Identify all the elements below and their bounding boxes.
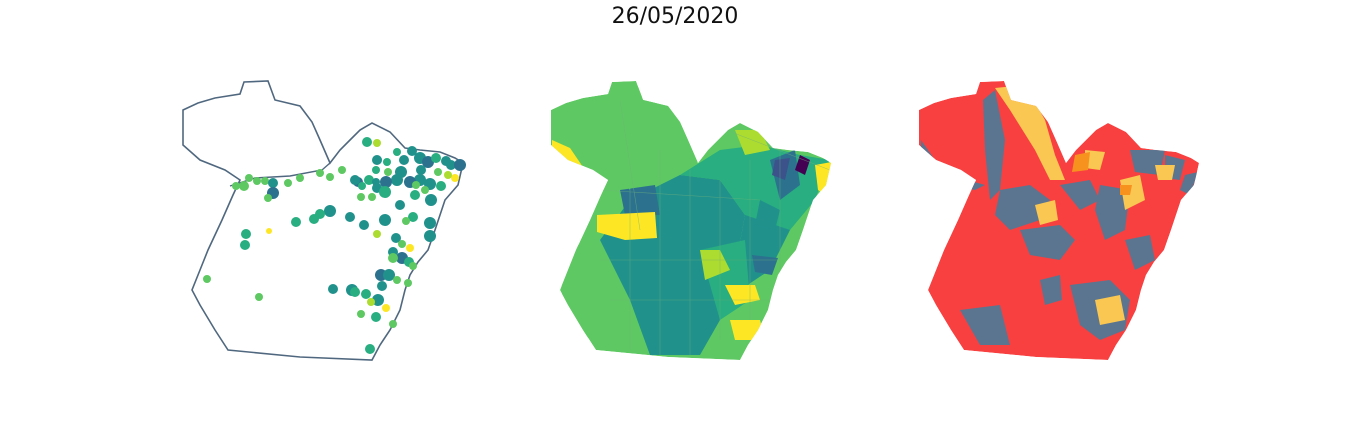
municipality-point bbox=[253, 177, 261, 185]
municipality-point bbox=[309, 214, 319, 224]
municipality-point bbox=[408, 212, 418, 222]
municipality-point bbox=[365, 344, 375, 354]
municipality-points bbox=[203, 137, 466, 354]
municipality-point bbox=[416, 165, 426, 175]
municipality-point bbox=[404, 279, 412, 287]
municipality-point bbox=[383, 158, 391, 166]
municipality-point bbox=[326, 173, 334, 181]
municipality-point bbox=[240, 240, 250, 250]
municipality-point bbox=[389, 320, 397, 328]
municipality-point bbox=[422, 156, 434, 168]
region-fills bbox=[552, 85, 831, 355]
municipality-point bbox=[368, 193, 376, 201]
municipality-point bbox=[373, 230, 381, 238]
municipality-point bbox=[402, 217, 410, 225]
municipality-point bbox=[362, 137, 372, 147]
municipality-point bbox=[395, 200, 405, 210]
municipality-point bbox=[350, 287, 360, 297]
municipality-point bbox=[409, 262, 417, 270]
municipality-point bbox=[451, 174, 459, 182]
municipality-point bbox=[406, 244, 414, 252]
municipality-point bbox=[398, 240, 406, 248]
figure-title: 26/05/2020 bbox=[611, 4, 739, 29]
municipality-point bbox=[284, 179, 292, 187]
municipality-point bbox=[268, 178, 278, 188]
municipality-point bbox=[446, 160, 456, 170]
municipality-point bbox=[359, 220, 369, 230]
municipality-point bbox=[383, 269, 395, 281]
municipality-point bbox=[384, 168, 392, 176]
municipality-point bbox=[203, 275, 211, 283]
categorical-choropleth-panel bbox=[919, 81, 1199, 360]
state-outline bbox=[182, 80, 464, 361]
municipality-point bbox=[391, 174, 403, 186]
municipality-point bbox=[239, 181, 249, 191]
municipality-point bbox=[425, 194, 437, 206]
municipality-point bbox=[373, 139, 381, 147]
municipality-point bbox=[266, 228, 272, 234]
municipality-point bbox=[372, 294, 384, 306]
municipality-point bbox=[261, 177, 269, 185]
municipality-point bbox=[357, 193, 365, 201]
municipality-point bbox=[358, 182, 366, 190]
municipality-point bbox=[444, 171, 452, 179]
municipality-point bbox=[367, 298, 375, 306]
municipality-point bbox=[296, 174, 304, 182]
municipality-point bbox=[255, 293, 263, 301]
municipality-point bbox=[412, 181, 420, 189]
municipality-point bbox=[316, 169, 324, 177]
municipality-point bbox=[357, 310, 365, 318]
municipality-point bbox=[454, 159, 466, 171]
municipality-point bbox=[350, 175, 360, 185]
municipality-point bbox=[431, 153, 441, 163]
municipality-point bbox=[388, 253, 398, 263]
municipality-point bbox=[338, 166, 346, 174]
municipality-point bbox=[372, 155, 382, 165]
municipality-point bbox=[377, 281, 387, 291]
municipality-point bbox=[391, 233, 401, 243]
viridis-choropleth-panel bbox=[551, 81, 831, 360]
municipality-point bbox=[345, 212, 355, 222]
municipality-point bbox=[407, 146, 417, 156]
municipality-point bbox=[393, 276, 401, 284]
municipality-point bbox=[434, 168, 442, 176]
municipality-point bbox=[424, 217, 436, 229]
municipality-point bbox=[380, 176, 392, 188]
points-map-panel bbox=[182, 80, 466, 361]
municipality-point bbox=[232, 182, 240, 190]
municipality-point bbox=[424, 230, 436, 242]
municipality-point bbox=[241, 229, 251, 239]
municipality-point bbox=[399, 155, 409, 165]
region-fills bbox=[921, 85, 1198, 345]
municipality-point bbox=[421, 186, 429, 194]
municipality-point bbox=[393, 148, 401, 156]
municipality-point bbox=[324, 205, 336, 217]
region-borders bbox=[599, 99, 831, 355]
municipality-point bbox=[245, 174, 253, 182]
municipality-point bbox=[379, 186, 391, 198]
municipality-point bbox=[410, 190, 420, 200]
municipality-point bbox=[371, 312, 381, 322]
municipality-point bbox=[291, 217, 301, 227]
municipality-point bbox=[264, 194, 272, 202]
municipality-point bbox=[379, 214, 391, 226]
municipality-point bbox=[372, 166, 380, 174]
municipality-point bbox=[382, 304, 390, 312]
municipality-point bbox=[361, 289, 371, 299]
municipality-point bbox=[436, 181, 446, 191]
municipality-point bbox=[328, 284, 338, 294]
municipality-point bbox=[364, 175, 374, 185]
